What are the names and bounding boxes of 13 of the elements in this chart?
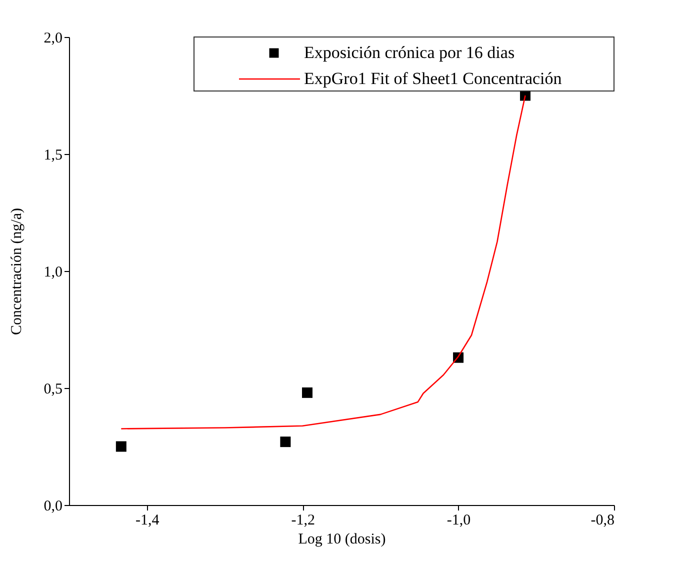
y-tick-label: 1,5 bbox=[44, 148, 62, 164]
legend-label: Exposición crónica por 16 dias bbox=[304, 43, 515, 62]
y-tick-label: 0,0 bbox=[44, 498, 62, 514]
y-tick-label: 0,5 bbox=[44, 382, 62, 398]
x-tick-label: -1,0 bbox=[446, 512, 471, 528]
x-axis-title: Log 10 (dosis) bbox=[298, 532, 386, 548]
y-axis-title: Concentración (ng/a) bbox=[8, 208, 25, 336]
x-tick-label: -1,4 bbox=[135, 512, 160, 528]
x-tick-label: -0,8 bbox=[590, 512, 614, 528]
y-tick-label: 2,0 bbox=[44, 30, 62, 46]
y-tick-label: 1,0 bbox=[44, 264, 62, 280]
legend-label: ExpGro1 Fit of Sheet1 Concentración bbox=[304, 69, 562, 88]
x-tick-label: -1,2 bbox=[291, 512, 315, 528]
